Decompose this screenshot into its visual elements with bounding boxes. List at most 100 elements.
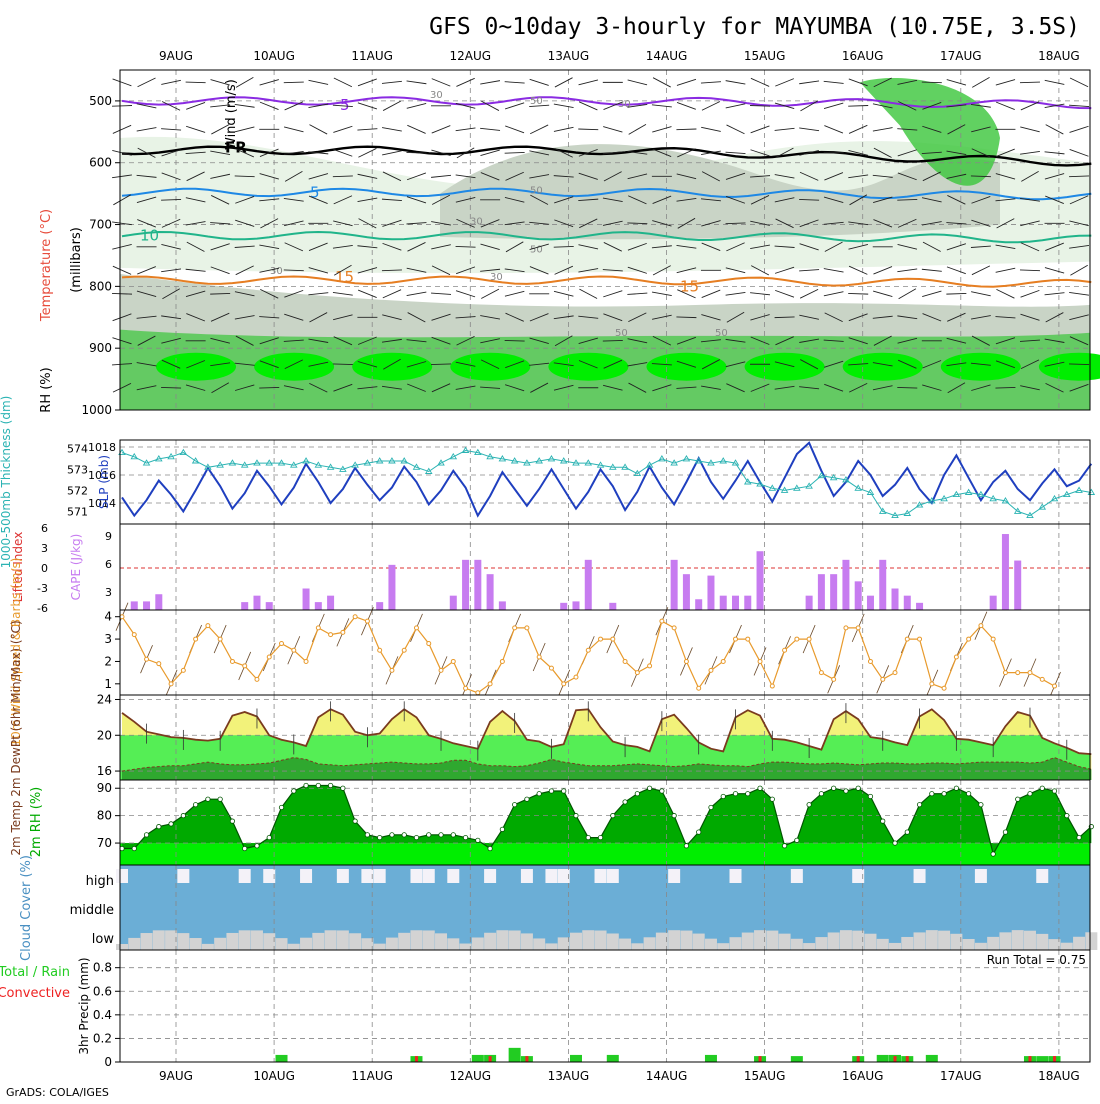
cloud-high-gap	[116, 869, 128, 883]
wind-barb	[456, 218, 475, 228]
wind-barb	[431, 78, 451, 87]
x-tick-label-bottom: 16AUG	[842, 1069, 884, 1083]
wind-barb	[554, 219, 574, 228]
wind-barb	[922, 384, 942, 391]
wind-barb	[407, 124, 426, 134]
rh-bright-blob	[352, 352, 433, 381]
wind10m-point	[917, 636, 923, 642]
wind-barb	[725, 338, 746, 343]
wind-barb	[578, 268, 599, 273]
wind-barb	[676, 360, 697, 368]
wind-barb	[701, 171, 721, 182]
wind-barb	[578, 79, 599, 86]
cloud-low-bar	[287, 943, 300, 950]
slp-tick-label: 1016	[88, 469, 116, 482]
wind-barb	[1044, 292, 1065, 296]
wind-barb	[455, 174, 476, 179]
wind-barb	[922, 171, 942, 182]
rh2m-point	[413, 834, 420, 841]
wind10m-point	[475, 690, 481, 696]
wind-barb	[995, 360, 1015, 369]
thickness-tick-label: 572	[67, 484, 88, 497]
wind-barb	[750, 292, 771, 296]
wind10m-point	[1039, 676, 1045, 682]
wind-barb	[848, 337, 868, 345]
thickness-marker	[940, 494, 948, 502]
wind-barb	[603, 242, 622, 252]
rh-contour-label: 50	[530, 186, 543, 197]
thickness-marker	[842, 476, 850, 483]
wind10m-point	[499, 658, 505, 664]
wind-barb	[1069, 383, 1089, 392]
wind10m-point	[180, 667, 186, 673]
dewpt-fill	[122, 757, 1092, 780]
rh2m-point	[377, 834, 383, 841]
rh-bright-blob	[548, 352, 629, 381]
wind-barb	[652, 148, 672, 157]
thickness-marker	[204, 463, 212, 470]
wind-barb	[283, 220, 304, 227]
thickness-marker	[339, 465, 347, 472]
precip-convective-bar	[905, 1056, 909, 1062]
wind-barb	[185, 268, 206, 272]
wind-barb	[431, 313, 451, 321]
x-tick-label-bottom: 18AUG	[1038, 1069, 1080, 1083]
wind-barb	[946, 266, 966, 275]
wind10m-point	[254, 676, 260, 682]
wind-barb	[553, 290, 574, 297]
cape-bar	[130, 601, 138, 610]
wind-barb	[456, 147, 475, 159]
wind-barb	[333, 220, 353, 227]
wind-barb	[799, 288, 819, 299]
run-total-label: Run Total = 0.75	[987, 953, 1086, 967]
wind-barb	[799, 243, 819, 251]
wind-barb	[455, 246, 476, 248]
wind10m-point	[450, 658, 456, 664]
wind-barb	[873, 77, 892, 88]
wind-barb	[480, 386, 501, 389]
rh2m-point	[143, 832, 150, 838]
rh2m-line	[122, 784, 1092, 856]
wind-barb	[970, 362, 991, 366]
cloud-low-bar	[128, 937, 141, 950]
wind-barb	[701, 242, 721, 251]
wind-barb	[1019, 81, 1040, 84]
cloud-low-bar	[471, 937, 484, 950]
wind-barb	[259, 198, 280, 202]
cloud-low-bar	[496, 930, 509, 950]
wind-barb	[602, 269, 623, 272]
cloud-low-bar	[250, 930, 263, 950]
wind-barb	[161, 315, 182, 320]
cape-ylabel-li: Lifted Index	[11, 532, 25, 603]
wind-barb	[602, 339, 623, 342]
wind-barb	[578, 101, 598, 111]
rh2m-point	[708, 804, 714, 811]
rh-contour-label: 50	[530, 96, 543, 107]
wind-barb	[382, 171, 402, 182]
thickness-marker	[903, 509, 912, 516]
wind-barb	[971, 384, 991, 391]
wind-barb	[210, 195, 230, 205]
wind-barb	[897, 386, 918, 389]
thickness-tick-label: 573	[67, 463, 88, 476]
wind-barb	[111, 363, 133, 366]
thickness-marker	[498, 455, 507, 462]
wind-barb	[578, 360, 598, 369]
wind-barb	[921, 268, 942, 272]
cape-bar	[265, 602, 273, 610]
wind-barb	[872, 174, 893, 178]
wind-barb	[848, 363, 869, 366]
wind-barb	[283, 81, 304, 84]
wind-barb	[283, 269, 304, 272]
wind-barb	[406, 152, 427, 154]
wind-barb	[652, 384, 672, 392]
wind-barb	[112, 313, 132, 322]
wind-barb	[111, 105, 133, 107]
cloud-low-bar	[410, 930, 423, 950]
wind-barb	[210, 362, 231, 367]
precip-total-bar	[508, 1047, 521, 1062]
wind-barb	[431, 265, 451, 276]
cloud-low-bar	[373, 943, 386, 950]
wind-barb	[259, 148, 279, 157]
wind-barb	[308, 103, 329, 109]
